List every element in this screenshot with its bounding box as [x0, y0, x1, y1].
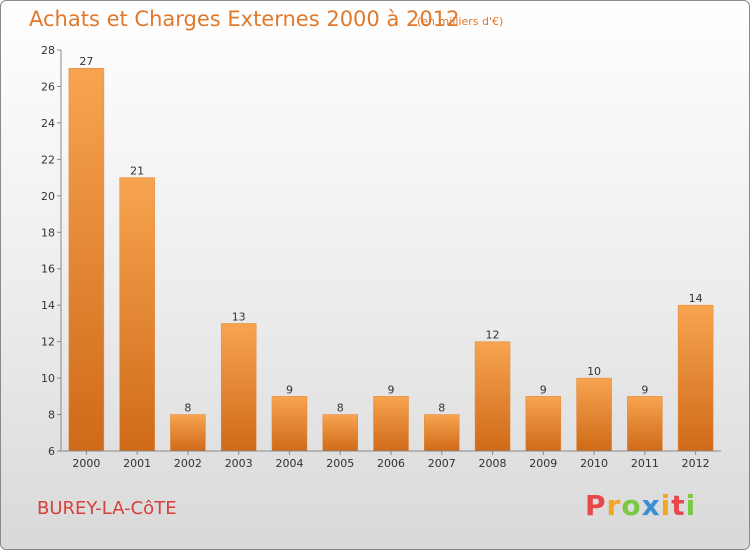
bar-value-label: 8	[184, 402, 191, 415]
y-tick-label: 20	[41, 190, 55, 203]
bar-value-label: 14	[689, 292, 703, 305]
x-tick-label: 2001	[123, 457, 151, 470]
bar-2000	[68, 67, 105, 452]
x-tick-label: 2011	[631, 457, 659, 470]
y-tick-label: 8	[48, 409, 55, 422]
bar-value-label: 9	[540, 383, 547, 396]
bar-2011	[627, 396, 663, 452]
x-tick-label: 2007	[428, 457, 456, 470]
bar-2009	[525, 396, 562, 452]
bar-2012	[677, 304, 714, 452]
logo-letter: t	[671, 489, 686, 522]
bar-value-label: 9	[641, 383, 648, 396]
logo-letter: i	[685, 489, 697, 522]
logo-letter: r	[606, 489, 622, 522]
x-tick-label: 2012	[682, 457, 710, 470]
x-tick-label: 2005	[326, 457, 354, 470]
bar-2003	[220, 323, 257, 452]
bar-2010	[576, 377, 612, 452]
bar-2006	[373, 396, 409, 452]
bar-value-label: 9	[286, 383, 293, 396]
x-tick-label: 2003	[225, 457, 253, 470]
bar-2008	[474, 341, 511, 452]
chart-title: Achats et Charges Externes 2000 à 2012	[29, 7, 460, 31]
y-tick-label: 16	[41, 263, 55, 276]
x-tick-label: 2006	[377, 457, 405, 470]
x-tick-label: 2009	[529, 457, 557, 470]
y-tick-label: 18	[41, 226, 55, 239]
logo-letter: P	[585, 489, 607, 522]
y-tick-label: 12	[41, 336, 55, 349]
logo-letter: o	[621, 489, 642, 522]
x-tick-label: 2008	[479, 457, 507, 470]
bar-value-label: 27	[79, 55, 93, 68]
y-tick-label: 10	[41, 372, 55, 385]
y-tick-label: 22	[41, 153, 55, 166]
commune-name: BUREY-LA-CôTE	[37, 498, 177, 519]
bar-2005	[322, 414, 358, 452]
bar-2004	[271, 396, 308, 452]
logo-letter: i	[660, 489, 672, 522]
x-tick-label: 2000	[72, 457, 100, 470]
x-tick-label: 2010	[580, 457, 608, 470]
y-tick-label: 24	[41, 117, 55, 130]
bar-2001	[119, 177, 155, 452]
y-tick-label: 28	[41, 44, 55, 57]
bar-value-label: 9	[388, 383, 395, 396]
bar-value-label: 12	[486, 329, 500, 342]
x-tick-label: 2002	[174, 457, 202, 470]
bar-value-label: 8	[438, 402, 445, 415]
bar-value-label: 13	[232, 310, 246, 323]
y-tick-label: 14	[41, 299, 55, 312]
x-tick-label: 2004	[275, 457, 303, 470]
y-tick-label: 26	[41, 80, 55, 93]
bar-value-label: 10	[587, 365, 601, 378]
proxiti-logo[interactable]: Proxiti	[585, 489, 696, 522]
bar-value-label: 21	[130, 165, 144, 178]
bar-2002	[170, 414, 206, 452]
bar-value-label: 8	[337, 402, 344, 415]
logo-letter: x	[641, 489, 661, 522]
chart-subtitle: (en milliers d'€)	[417, 15, 504, 28]
bar-2007	[424, 414, 460, 452]
y-tick-label: 6	[48, 445, 55, 458]
